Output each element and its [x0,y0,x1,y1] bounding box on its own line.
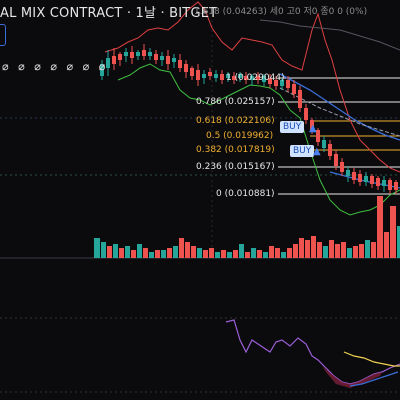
up-arrow-icon: ▲ [309,123,317,134]
bollinger-lower-band [117,63,400,216]
fib-label-05: 0.5 (0.019962) [206,131,274,141]
indicator-toggle-row[interactable]: ⌀ ⌀ ⌀ ⌀ ⌀ ⌀ ⌀ [2,60,109,73]
envelope-faint-line [259,19,400,51]
fib-label-0: 0 (0.010881) [216,189,275,199]
candles [100,44,398,194]
buy-signal-label-1: BUY [280,121,305,133]
rsi-oversold-fill [322,366,382,388]
volume-bars [94,196,400,258]
fib-lines [278,77,400,195]
fib-label-0618: 0.618 (0.022106) [196,116,275,126]
fib-label-0786: 0.786 (0.025157) [196,97,275,107]
ohlc-readout: 1.618 (0.04263) 세0 고0 저0 종0 0 (0%) [194,7,368,17]
fib-label-0382: 0.382 (0.017819) [196,145,275,155]
chart-title: AL MIX CONTRACT · 1날 · BITGET [0,6,218,21]
fib-label-0236: 0.236 (0.015167) [196,162,275,172]
trend-dashed-line [279,87,400,137]
rsi-signal-blue-line [349,371,399,387]
buy-signal-label-2: BUY [290,145,315,157]
fib-label-1: 1 (0.029044) [226,73,285,83]
rsi-signal-line [343,351,400,367]
pane-handle[interactable] [0,24,6,46]
moving-average-line [279,73,400,141]
up-arrow-icon-2: ▲ [313,146,321,157]
